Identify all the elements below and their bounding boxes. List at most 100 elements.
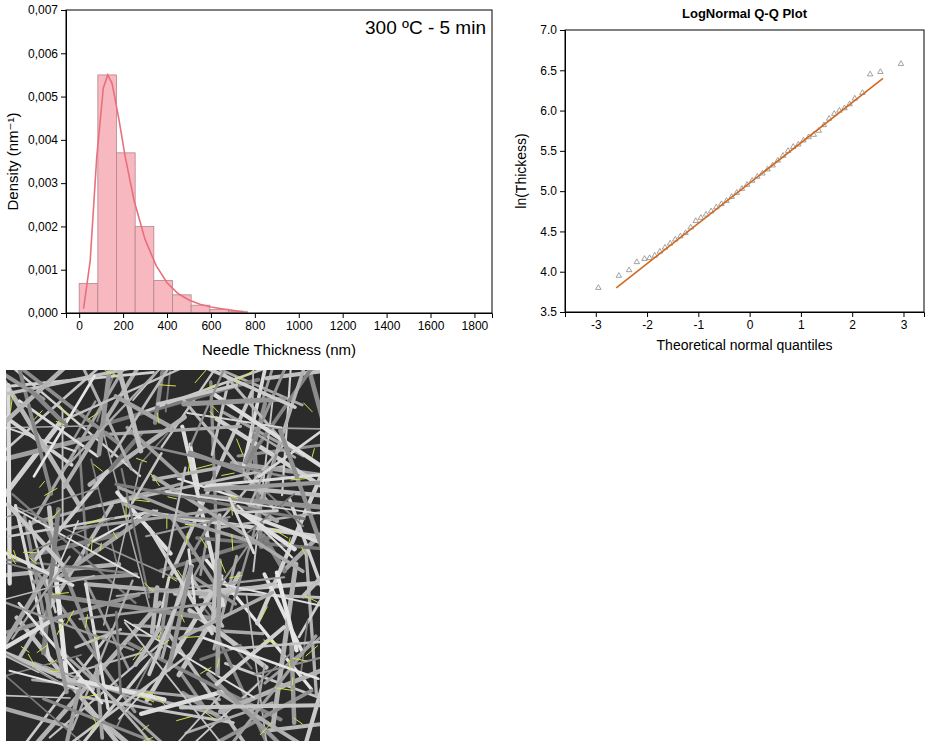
y-tick: 4.5 [540,225,565,239]
measurement-mark [177,570,183,578]
x-tick-mark [167,313,168,318]
needle [246,370,320,463]
needle [303,565,320,597]
needle [62,371,157,470]
x-axis-line [566,313,925,318]
x-tick-mark [79,313,80,318]
measurement-mark [291,478,307,480]
x-tick: 1800 [462,313,489,333]
measurement-mark [85,614,87,627]
measurement-mark [200,667,211,673]
plot-area [596,61,904,290]
y-tick-label: 5.0 [540,184,557,198]
qq-point [596,285,601,290]
x-tick-label: 3 [901,318,908,332]
histogram-bar [79,284,98,313]
measurement-mark [105,370,118,376]
needle [280,430,320,568]
needle [277,573,297,651]
measurement-mark [91,537,92,551]
needle [204,638,318,679]
measurement-mark [188,462,190,474]
x-axis-line [67,314,493,319]
x-tick-label: 1000 [286,319,313,333]
y-tick: 0,007 [28,3,66,17]
y-tick-label: 0,002 [28,220,58,234]
needle [180,593,273,639]
x-tick: 1200 [330,313,357,333]
measurement-mark [100,543,101,551]
x-tick-mark [299,313,300,318]
measurement-mark [186,533,188,544]
measurement-mark [113,532,117,539]
needle [163,468,185,577]
needle [184,399,284,404]
measurement-mark [288,537,290,545]
needle [72,581,132,730]
measurement-mark [304,595,318,602]
measurement-mark [231,505,233,515]
measurement-mark [139,695,154,702]
x-tick-mark [852,312,853,317]
measurement-mark [151,473,160,486]
needle [214,394,320,465]
qq-panel: -3-2-101233.54.04.55.05.56.06.57.0LogNor… [513,6,925,353]
x-tick: 600 [201,313,221,333]
plot-frame [565,30,924,312]
measurement-mark [232,534,233,550]
y-tick-label: 4.0 [540,265,557,279]
y-tick: 0,002 [28,220,66,234]
measurement-mark [159,385,176,386]
needle [230,499,254,553]
measurement-mark [56,421,65,425]
measurement-mark [306,645,318,656]
measurement-mark [49,671,60,672]
measurement-mark [44,488,57,495]
qq-point [693,218,698,223]
needle [181,705,320,708]
x-tick-mark [431,313,432,318]
y-tick-label: 4.5 [540,225,557,239]
y-tick: 0,001 [28,263,66,277]
needle [267,371,320,379]
measurement-mark [168,576,177,581]
qq-point [626,267,631,272]
x-tick: 800 [245,313,265,333]
measurement-mark [275,688,293,691]
histogram-panel: 0200400600800100012001400160018000,0000,… [4,3,493,358]
x-tick: 1400 [374,313,401,333]
figure: 0200400600800100012001400160018000,0000,… [0,0,934,747]
measurement-mark [59,404,70,417]
y-tick-label: 6.0 [540,104,557,118]
y-tick: 0,004 [28,133,66,147]
needle [190,453,242,471]
y-tick-mark [61,97,66,98]
measurement-mark [88,413,97,419]
x-tick-label: 1400 [374,319,401,333]
y-tick-mark [61,140,66,141]
needle [10,671,78,689]
measurement-mark [166,517,167,528]
x-axis-title: Needle Thickness (nm) [202,341,356,358]
measurement-mark [157,413,159,424]
measurement-mark [86,519,102,525]
x-tick-label: 2 [849,318,856,332]
measurement-mark [292,678,294,686]
measurement-mark [158,632,161,641]
needle [43,509,58,653]
x-tick: 400 [157,313,177,333]
x-tick-label: 1 [798,318,805,332]
y-tick-mark [560,151,565,152]
needle [46,595,67,692]
y-tick-mark [560,70,565,71]
measurement-mark [90,725,95,732]
y-tick-label: 0,001 [28,263,58,277]
x-tick-mark [596,312,597,317]
measurement-mark [210,411,217,420]
needle [6,639,96,741]
measurement-mark [37,645,48,653]
needle [193,511,217,553]
x-tick-mark [801,312,802,317]
measurement-mark [236,439,242,455]
y-tick-label: 7.0 [540,23,557,37]
